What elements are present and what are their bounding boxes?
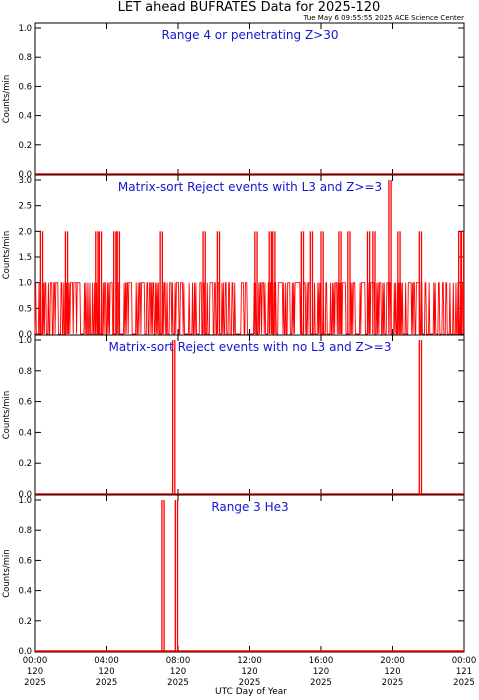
panel-label: Matrix-sort Reject events with L3 and Z>…	[118, 180, 382, 194]
y-tick-label: 0.8	[18, 53, 32, 63]
chart-title: LET ahead BUFRATES Data for 2025-120	[118, 0, 381, 15]
panel-1: 0.0 0.2 0.4 0.6 0.8 1.0 Counts/min Range 4 or p…	[2, 22, 465, 180]
timestamp-label: Tue May 6 09:55:55 2025 ACE Science Cent…	[303, 14, 465, 22]
panel-frame	[34, 494, 465, 653]
panel-4: 0.0 0.2 0.4 0.6 0.8 1.0 Counts/min Range 3 He3	[2, 494, 465, 657]
panel-frame	[34, 334, 465, 496]
y-tick-label: 1.5	[18, 253, 32, 263]
y-tick-label: 2.5	[18, 202, 32, 212]
y-tick-label: 1.0	[18, 24, 32, 34]
y-tick-label: 0.2	[18, 617, 32, 627]
x-tick-label-year: 2025	[167, 678, 189, 688]
panel-3: 0.0 0.2 0.4 0.6 0.8 1.0 Counts/min Matrix-sort …	[2, 334, 465, 500]
y-tick-label: 0.8	[18, 526, 32, 536]
y-tick-label: 0.6	[18, 398, 32, 408]
x-tick-label-year: 2025	[382, 678, 404, 688]
x-axis: 00:00120202504:00120202508:00120202512:0…	[23, 656, 477, 688]
x-tick-label-time: 00:00	[452, 656, 477, 666]
y-tick-label: 0.8	[18, 367, 32, 377]
y-tick-label: 0.6	[18, 82, 32, 92]
x-tick-label-time: 12:00	[237, 656, 262, 666]
y-tick-label: 0.0	[18, 170, 32, 180]
x-tick-label-year: 2025	[453, 678, 475, 688]
series-noise-line	[34, 282, 464, 335]
x-tick-label-doy: 120	[241, 667, 257, 677]
y-tick-label: 3.0	[18, 176, 32, 186]
x-tick-label-time: 04:00	[94, 656, 119, 666]
y-tick-label: 0.4	[18, 112, 32, 122]
x-tick-label-doy: 120	[27, 667, 43, 677]
y-axis-label: Counts/min	[2, 391, 12, 440]
y-tick-label: 0.0	[18, 490, 32, 500]
y-tick-label: 1.0	[18, 279, 32, 289]
panel-2: 0.0 0.5 1.0 1.5 2.0 2.5 3.0 Counts/min Matrix-so…	[2, 174, 465, 340]
x-tick-label-year: 2025	[310, 678, 332, 688]
y-tick-label: 0.2	[18, 459, 32, 469]
y-axis-label: Counts/min	[2, 75, 12, 124]
chart-panels: 0.0 0.2 0.4 0.6 0.8 1.0 Counts/min Range 4 or p…	[2, 22, 465, 657]
x-tick-label-doy: 120	[384, 667, 400, 677]
y-tick-label: 0.2	[18, 141, 32, 151]
y-axis-label: Counts/min	[2, 231, 12, 280]
y-tick-label: 0.5	[18, 304, 32, 314]
y-axis-label: Counts/min	[2, 549, 12, 598]
x-tick-label-doy: 120	[170, 667, 186, 677]
panel-label: Range 4 or penetrating Z>30	[162, 28, 339, 42]
y-tick-label: 1.0	[18, 496, 32, 506]
y-tick-label: 2.0	[18, 227, 32, 237]
y-tick-label: 0.4	[18, 587, 32, 597]
x-tick-label-time: 20:00	[380, 656, 405, 666]
x-tick-label-doy: 121	[456, 667, 472, 677]
x-axis-label: UTC Day of Year	[215, 687, 287, 697]
x-tick-label-year: 2025	[239, 678, 261, 688]
y-tick-label: 0.6	[18, 556, 32, 566]
x-tick-label-year: 2025	[96, 678, 118, 688]
y-tick-label: 1.0	[18, 336, 32, 346]
y-tick-label: 0.4	[18, 428, 32, 438]
x-tick-label-time: 16:00	[309, 656, 334, 666]
x-tick-label-time: 08:00	[166, 656, 191, 666]
x-tick-label-year: 2025	[24, 678, 46, 688]
panel-label: Matrix-sort Reject events with no L3 and…	[109, 340, 392, 354]
panel-label: Range 3 He3	[211, 500, 288, 514]
x-tick-label-doy: 120	[98, 667, 114, 677]
y-tick-label: 0.0	[18, 647, 32, 657]
y-tick-label: 0.0	[18, 330, 32, 340]
panel-frame	[34, 22, 465, 176]
x-tick-label-time: 00:00	[23, 656, 48, 666]
x-tick-label-doy: 120	[313, 667, 329, 677]
